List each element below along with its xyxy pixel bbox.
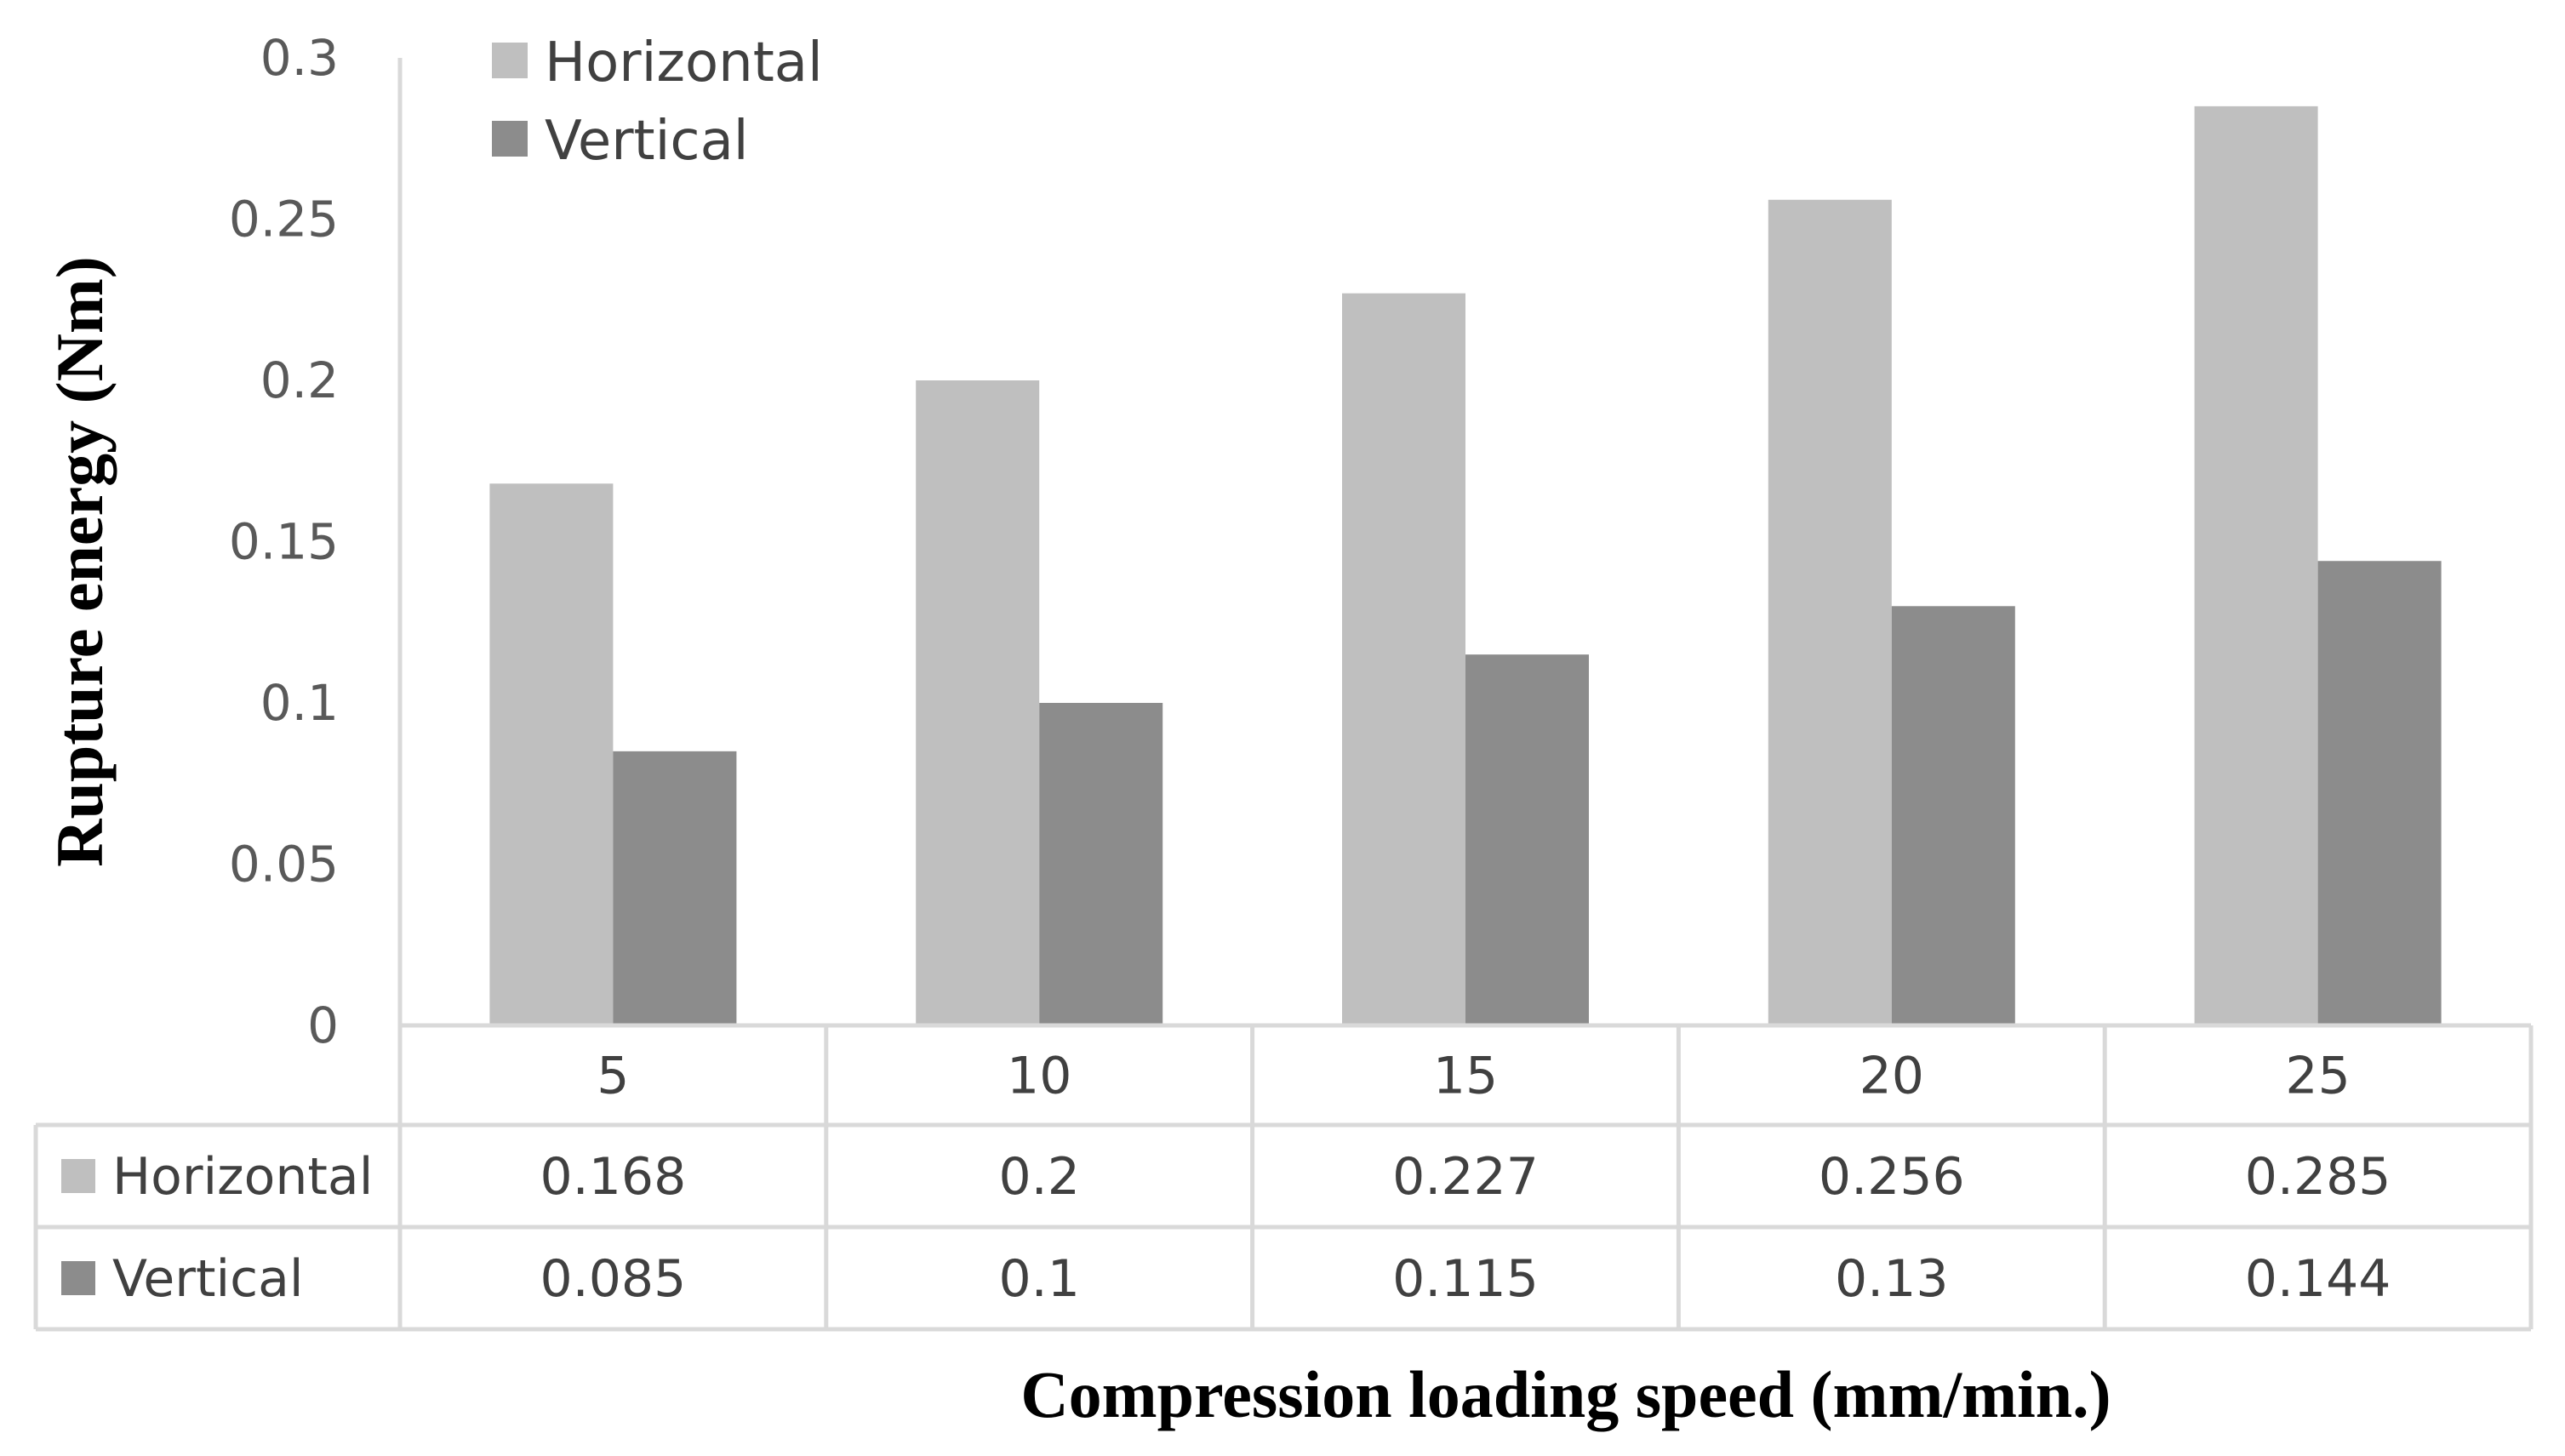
table-cell-value: 0.13 (1835, 1249, 1949, 1309)
table-cell-value: 0.285 (2245, 1147, 2391, 1207)
legend: Horizontal Vertical (492, 31, 823, 173)
y-tick-label: 0.15 (229, 513, 339, 571)
y-tick-label: 0.2 (260, 351, 339, 409)
y-tick-label: 0.25 (229, 191, 339, 248)
bar-horizontal-25 (2194, 106, 2318, 1026)
table-legend-key (61, 1159, 95, 1193)
x-axis-title: Compression loading speed (mm/min.) (1020, 1357, 2111, 1431)
y-tick-label: 0.1 (260, 674, 339, 732)
y-tick-label: 0.3 (260, 29, 339, 87)
table-cell-value: 0.085 (540, 1249, 687, 1309)
bar-horizontal-15 (1342, 293, 1465, 1025)
x-category-label: 10 (1007, 1047, 1071, 1106)
table-cell-value: 0.168 (540, 1147, 687, 1207)
table-series-name: Horizontal (112, 1147, 373, 1207)
bar-vertical-20 (1891, 606, 2015, 1025)
legend-label-horizontal: Horizontal (545, 31, 823, 94)
table-legend-key (61, 1261, 95, 1295)
bar-horizontal-10 (916, 380, 1040, 1025)
bars-layer (489, 106, 2442, 1026)
data-table: 5 10 15 20 25 Horizontal 0.168 0.2 0.227 0.256 0.2… (33, 1023, 2534, 1332)
legend-key-vertical (492, 121, 528, 157)
table-cell-value: 0.144 (2245, 1249, 2391, 1309)
bar-vertical-15 (1465, 654, 1589, 1025)
bar-horizontal-5 (489, 483, 614, 1025)
legend-key-horizontal (492, 43, 528, 78)
table-cell-value: 0.1 (998, 1249, 1079, 1309)
bar-vertical-5 (613, 751, 737, 1025)
x-category-label: 20 (1859, 1047, 1924, 1106)
bar-horizontal-20 (1768, 199, 1892, 1025)
x-category-label: 25 (2285, 1047, 2350, 1106)
x-category-label: 15 (1433, 1047, 1498, 1106)
axis-layer: 0 0.05 0.1 0.15 0.2 0.25 0.3 (229, 29, 403, 1054)
table-cell-value: 0.256 (1819, 1147, 1965, 1207)
table-cell-value: 0.227 (1392, 1147, 1539, 1207)
legend-label-vertical: Vertical (545, 110, 749, 173)
bar-vertical-10 (1039, 703, 1163, 1025)
y-axis-title: Rupture energy (Nm) (43, 256, 117, 867)
y-tick-label: 0 (307, 996, 339, 1054)
table-cell-value: 0.2 (998, 1147, 1079, 1207)
x-category-label: 5 (597, 1047, 629, 1106)
y-tick-label: 0.05 (229, 836, 339, 894)
table-cell-value: 0.115 (1392, 1249, 1539, 1309)
table-series-name: Vertical (112, 1249, 304, 1309)
bar-vertical-25 (2317, 561, 2442, 1025)
